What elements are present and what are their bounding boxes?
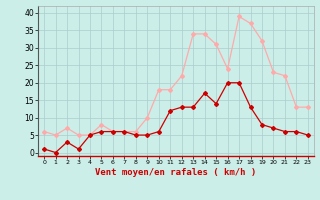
X-axis label: Vent moyen/en rafales ( km/h ): Vent moyen/en rafales ( km/h ): [95, 168, 257, 177]
